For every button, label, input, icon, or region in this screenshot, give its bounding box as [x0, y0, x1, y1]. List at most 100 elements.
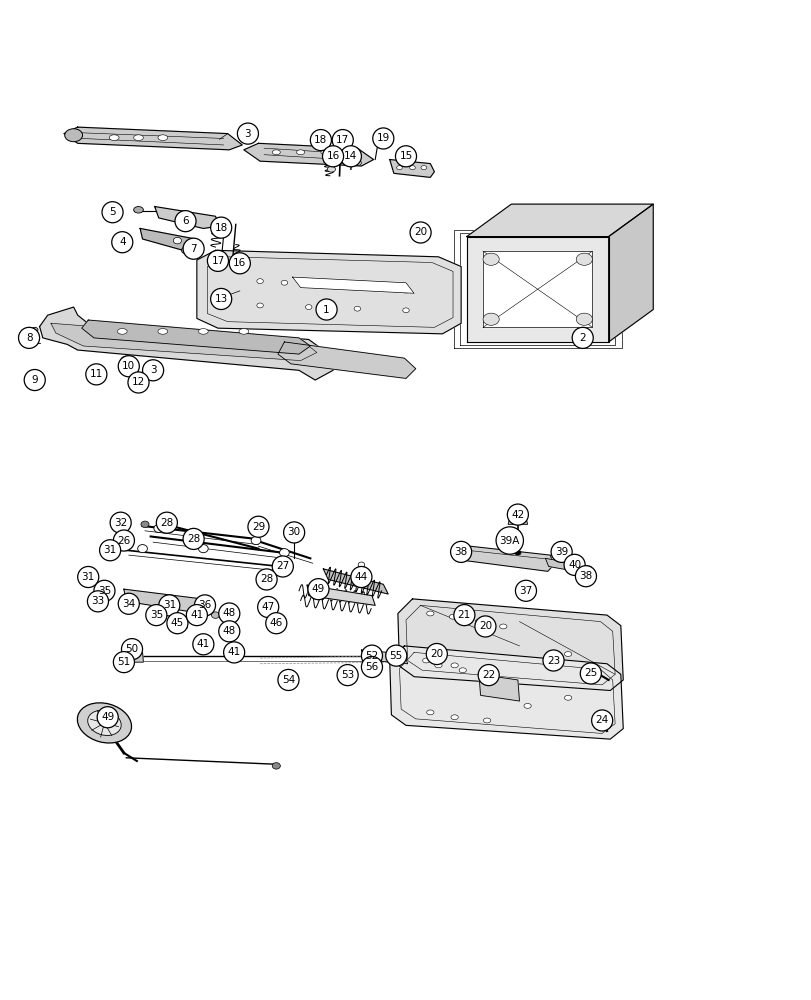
- Polygon shape: [504, 534, 519, 547]
- Circle shape: [100, 540, 121, 561]
- Text: 44: 44: [354, 572, 367, 582]
- Polygon shape: [169, 620, 187, 628]
- Circle shape: [564, 554, 585, 575]
- Text: 3: 3: [244, 129, 251, 139]
- Circle shape: [182, 238, 204, 259]
- Ellipse shape: [420, 166, 426, 170]
- Circle shape: [361, 645, 382, 666]
- Circle shape: [247, 516, 268, 537]
- Ellipse shape: [296, 150, 304, 155]
- Ellipse shape: [426, 611, 433, 616]
- Text: 32: 32: [114, 518, 127, 528]
- Ellipse shape: [483, 668, 490, 673]
- Circle shape: [118, 356, 139, 377]
- Ellipse shape: [576, 253, 592, 265]
- Ellipse shape: [285, 682, 292, 688]
- Ellipse shape: [154, 524, 164, 532]
- Circle shape: [97, 707, 118, 728]
- Ellipse shape: [138, 545, 148, 553]
- Ellipse shape: [410, 227, 420, 235]
- Circle shape: [218, 603, 239, 624]
- Text: 54: 54: [281, 675, 294, 685]
- Circle shape: [229, 253, 250, 274]
- Text: 38: 38: [454, 547, 467, 557]
- Polygon shape: [545, 558, 594, 575]
- Ellipse shape: [94, 367, 102, 374]
- Text: 17: 17: [211, 256, 225, 266]
- Polygon shape: [64, 127, 242, 150]
- Text: 13: 13: [214, 294, 228, 304]
- Circle shape: [78, 566, 99, 588]
- Ellipse shape: [483, 718, 490, 723]
- Circle shape: [207, 250, 228, 271]
- Ellipse shape: [238, 329, 248, 334]
- Ellipse shape: [327, 166, 335, 172]
- Polygon shape: [140, 228, 198, 250]
- Ellipse shape: [458, 668, 466, 673]
- Ellipse shape: [402, 308, 409, 313]
- Ellipse shape: [448, 614, 456, 619]
- Ellipse shape: [128, 643, 136, 649]
- Ellipse shape: [342, 670, 352, 677]
- Text: 4: 4: [119, 237, 126, 247]
- Circle shape: [192, 634, 213, 655]
- Text: 3: 3: [149, 365, 157, 375]
- Text: 37: 37: [519, 586, 532, 596]
- Text: 16: 16: [326, 151, 339, 161]
- Ellipse shape: [134, 207, 144, 213]
- Ellipse shape: [198, 545, 208, 553]
- Circle shape: [350, 566, 371, 588]
- Ellipse shape: [198, 329, 208, 334]
- Polygon shape: [243, 143, 373, 166]
- Circle shape: [426, 643, 447, 665]
- Ellipse shape: [564, 695, 571, 700]
- Ellipse shape: [272, 150, 280, 155]
- Ellipse shape: [514, 550, 521, 555]
- Circle shape: [332, 130, 353, 151]
- Ellipse shape: [251, 536, 260, 545]
- Ellipse shape: [134, 135, 144, 140]
- Circle shape: [277, 669, 298, 690]
- Ellipse shape: [32, 327, 38, 332]
- Ellipse shape: [499, 624, 506, 629]
- Ellipse shape: [256, 303, 263, 308]
- Ellipse shape: [320, 150, 328, 155]
- Text: 26: 26: [117, 536, 131, 546]
- Ellipse shape: [474, 619, 482, 624]
- Circle shape: [122, 639, 143, 660]
- Circle shape: [307, 579, 328, 600]
- Circle shape: [478, 665, 499, 686]
- Circle shape: [265, 613, 286, 634]
- Text: 12: 12: [131, 377, 145, 387]
- Circle shape: [210, 288, 231, 310]
- Text: 9: 9: [32, 375, 38, 385]
- Ellipse shape: [358, 562, 364, 568]
- Circle shape: [86, 364, 107, 385]
- Text: 2: 2: [579, 333, 586, 343]
- Text: 40: 40: [568, 560, 581, 570]
- Ellipse shape: [557, 547, 565, 554]
- Text: 20: 20: [430, 649, 443, 659]
- Polygon shape: [127, 652, 144, 662]
- Circle shape: [572, 327, 593, 348]
- Polygon shape: [466, 204, 652, 237]
- Ellipse shape: [335, 158, 343, 164]
- Text: 38: 38: [578, 571, 592, 581]
- Text: 17: 17: [336, 135, 349, 145]
- Ellipse shape: [77, 703, 131, 743]
- Ellipse shape: [181, 247, 189, 254]
- Ellipse shape: [345, 150, 353, 155]
- Polygon shape: [323, 569, 388, 594]
- Polygon shape: [397, 599, 623, 690]
- Polygon shape: [389, 646, 623, 739]
- Text: 20: 20: [414, 227, 427, 237]
- Circle shape: [186, 605, 207, 626]
- Circle shape: [337, 665, 358, 686]
- Ellipse shape: [353, 160, 361, 166]
- Ellipse shape: [576, 313, 592, 325]
- Circle shape: [237, 123, 258, 144]
- Polygon shape: [82, 320, 310, 354]
- Ellipse shape: [597, 714, 607, 721]
- Circle shape: [19, 327, 40, 348]
- Polygon shape: [478, 674, 519, 701]
